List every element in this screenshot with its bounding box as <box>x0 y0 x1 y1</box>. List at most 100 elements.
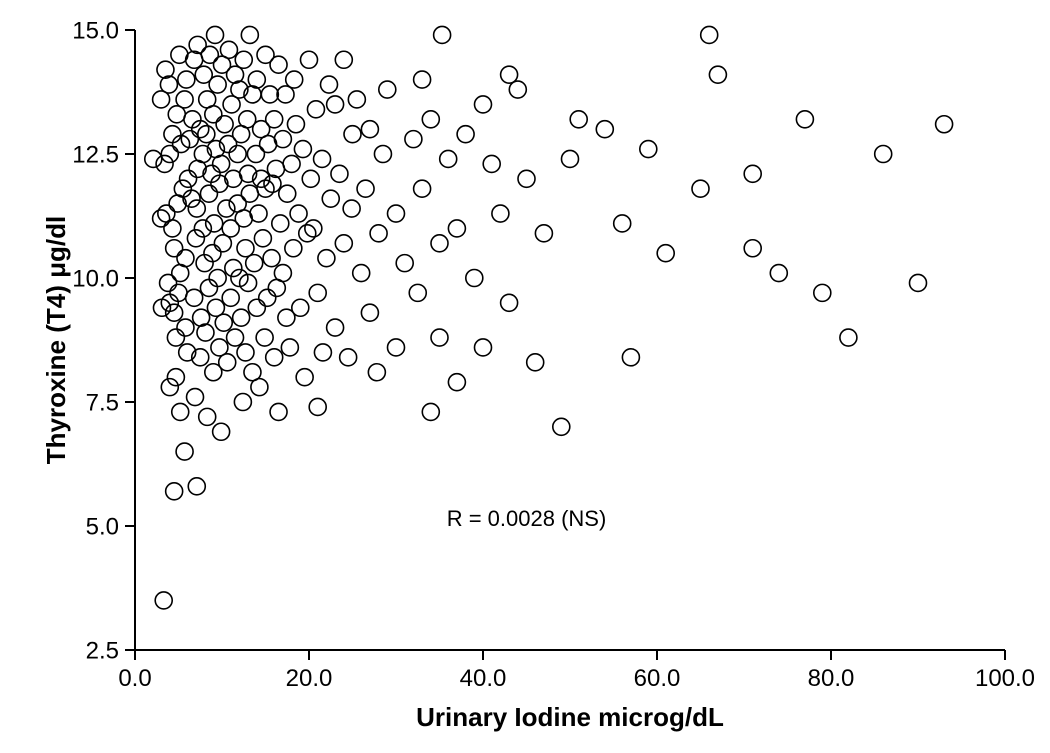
data-point <box>692 180 709 197</box>
data-point <box>322 190 339 207</box>
y-tick-label: 5.0 <box>86 513 119 540</box>
y-axis-title: Thyroxine (T4) μg/dl <box>41 216 71 464</box>
data-point <box>201 46 218 63</box>
data-point <box>261 86 278 103</box>
data-point <box>209 76 226 93</box>
data-point <box>309 398 326 415</box>
data-point <box>188 200 205 217</box>
data-point <box>267 160 284 177</box>
data-point <box>155 592 172 609</box>
data-point <box>570 111 587 128</box>
data-point <box>200 279 217 296</box>
data-point <box>167 329 184 346</box>
data-point <box>145 150 162 167</box>
data-point <box>254 230 271 247</box>
data-point <box>492 205 509 222</box>
data-point <box>483 155 500 172</box>
data-point <box>197 324 214 341</box>
data-point <box>283 155 300 172</box>
data-point <box>287 116 304 133</box>
data-point <box>622 349 639 366</box>
y-tick-label: 2.5 <box>86 637 119 664</box>
data-point <box>180 170 197 187</box>
data-point <box>535 225 552 242</box>
data-point <box>910 274 927 291</box>
x-tick-label: 40.0 <box>460 665 507 692</box>
data-point <box>302 170 319 187</box>
data-point <box>840 329 857 346</box>
data-point <box>176 91 193 108</box>
data-point <box>344 126 361 143</box>
data-point <box>270 403 287 420</box>
data-point <box>640 141 657 158</box>
data-point <box>246 255 263 272</box>
data-point <box>335 235 352 252</box>
data-point <box>321 76 338 93</box>
data-point <box>744 240 761 257</box>
data-point <box>409 284 426 301</box>
data-point <box>301 51 318 68</box>
data-point <box>285 240 302 257</box>
data-point <box>281 339 298 356</box>
data-point <box>296 369 313 386</box>
data-point <box>475 339 492 356</box>
data-point <box>388 339 405 356</box>
x-tick-label: 0.0 <box>118 665 151 692</box>
data-point <box>340 349 357 366</box>
data-point <box>448 374 465 391</box>
data-point <box>314 344 331 361</box>
data-point <box>936 116 953 133</box>
data-point <box>189 36 206 53</box>
data-point <box>183 190 200 207</box>
data-point <box>188 478 205 495</box>
data-point <box>161 146 178 163</box>
data-point <box>272 215 289 232</box>
scatter-chart: 0.020.040.060.080.0100.02.55.07.510.012.… <box>0 0 1050 753</box>
data-point <box>431 235 448 252</box>
data-point <box>434 26 451 43</box>
x-tick-label: 60.0 <box>634 665 681 692</box>
data-point <box>235 51 252 68</box>
data-point <box>327 96 344 113</box>
data-point <box>219 354 236 371</box>
data-point <box>518 170 535 187</box>
x-tick-label: 80.0 <box>808 665 855 692</box>
data-point <box>166 240 183 257</box>
data-point <box>414 71 431 88</box>
data-point <box>405 131 422 148</box>
data-point <box>379 81 396 98</box>
data-point <box>213 155 230 172</box>
data-point <box>361 304 378 321</box>
data-point <box>501 294 518 311</box>
data-point <box>279 185 296 202</box>
x-tick-label: 20.0 <box>286 665 333 692</box>
data-point <box>220 41 237 58</box>
data-point <box>348 91 365 108</box>
data-point <box>294 141 311 158</box>
data-point <box>374 146 391 163</box>
data-point <box>314 150 331 167</box>
data-point <box>370 225 387 242</box>
data-point <box>186 289 203 306</box>
data-point <box>218 200 235 217</box>
data-point <box>187 389 204 406</box>
data-point <box>215 314 232 331</box>
data-point <box>216 116 233 133</box>
data-point <box>177 250 194 267</box>
data-point <box>614 215 631 232</box>
data-point <box>501 66 518 83</box>
data-point <box>309 284 326 301</box>
data-point <box>353 265 370 282</box>
data-point <box>167 369 184 386</box>
data-point <box>290 205 307 222</box>
data-point <box>796 111 813 128</box>
data-point <box>327 319 344 336</box>
data-point <box>318 250 335 267</box>
data-point <box>553 418 570 435</box>
data-point <box>709 66 726 83</box>
data-point <box>251 379 268 396</box>
data-point <box>248 71 265 88</box>
data-point <box>207 26 224 43</box>
data-point <box>227 329 244 346</box>
data-point <box>256 329 273 346</box>
